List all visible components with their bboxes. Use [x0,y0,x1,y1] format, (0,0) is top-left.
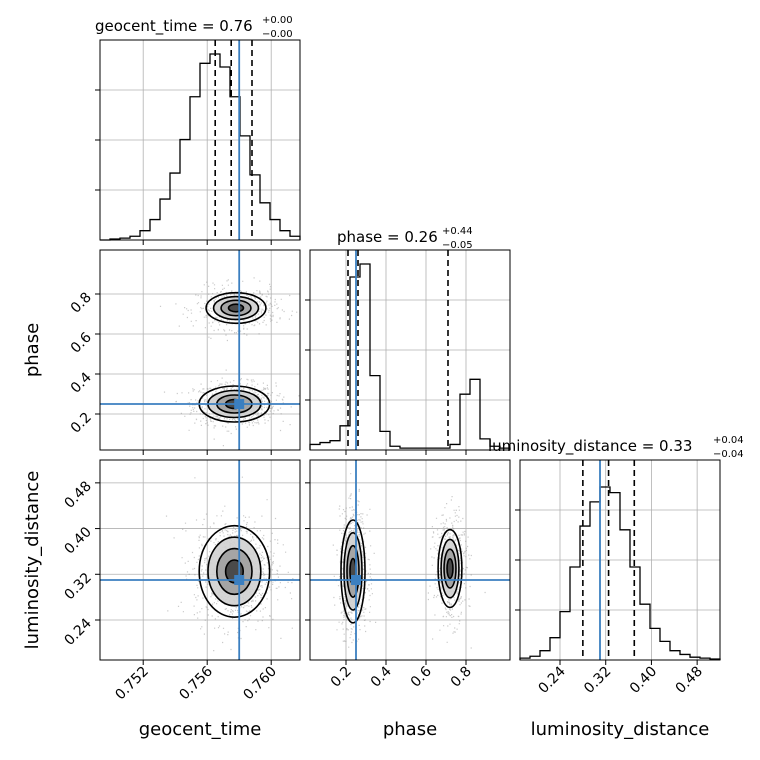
pair-phase-vs-luminosity-distance-contour-0-0 [340,519,366,624]
pair-geocent-time-vs-luminosity-distance-truth-marker [234,575,245,585]
title-luminosity-distance: luminosity_distance = 0.33 [488,437,692,456]
pair-phase-vs-luminosity-distance-frame [309,459,511,661]
hist-luminosity-distance-steps [519,486,721,660]
pair-phase-vs-luminosity-distance-contour-1-0 [437,528,463,609]
hist-phase-frame [309,249,511,451]
title-geocent-time-minus: −0.00 [262,29,293,40]
pair-geocent-time-vs-luminosity-distance-frame [99,459,301,661]
xlabel-luminosity-distance: luminosity_distance [531,719,710,740]
title-geocent-time-plus: +0.00 [262,15,293,26]
hist-geocent-time-frame [99,39,301,241]
hist-phase-steps [309,263,511,450]
title-luminosity-distance-plus: +0.04 [713,435,744,446]
pair-geocent-time-vs-luminosity-distance-contour-0-0 [198,524,271,618]
title-geocent-time: geocent_time = 0.76 [95,17,253,36]
xlabel-geocent-time: geocent_time [139,719,262,740]
title-luminosity-distance-minus: −0.04 [713,449,744,460]
pair-geocent-time-vs-phase-frame [99,249,301,451]
pair-geocent-time-vs-phase-contour-1-3 [227,303,245,313]
hist-geocent-time-steps [100,53,301,241]
pair-geocent-time-vs-phase-inner [100,250,300,450]
pair-phase-vs-luminosity-distance-inner [310,460,510,660]
pair-geocent-time-vs-luminosity-distance-inner [100,460,300,660]
ylabel-luminosity-distance: luminosity_distance [22,471,43,650]
pair-phase-vs-luminosity-distance-contour-1-3 [446,558,454,580]
title-phase: phase = 0.26 [337,228,438,246]
pair-phase-vs-luminosity-distance-group: 0.2 0.4 0.6 0.8 [305,459,511,691]
hist-luminosity-distance-frame [519,459,721,661]
title-phase-plus: +0.44 [442,226,473,237]
pair-geocent-time-vs-phase-truth-marker [234,399,245,409]
title-phase-minus: −0.05 [442,240,473,251]
ylabel-phase: phase [22,323,43,377]
xlabel-phase: phase [383,719,437,740]
pair-geocent-time-vs-phase-contour-1-0 [205,291,267,325]
pair-phase-vs-luminosity-distance-truth-marker [351,575,361,585]
